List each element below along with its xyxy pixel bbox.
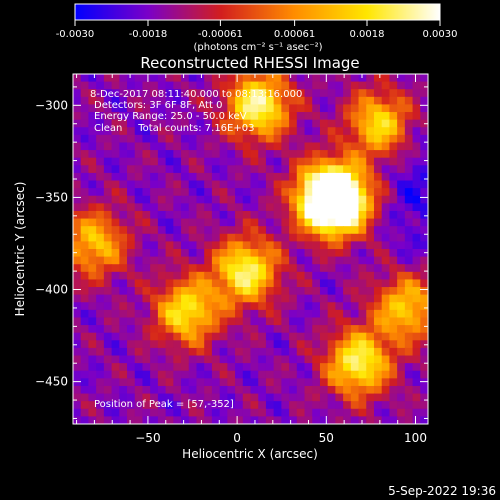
plot-frame bbox=[72, 73, 429, 425]
colorbar-tick-label: -0.0030 bbox=[56, 29, 95, 40]
y-tick-label: −400 bbox=[35, 283, 68, 297]
y-tick-label: −450 bbox=[35, 375, 68, 389]
chart-title: Reconstructed RHESSI Image bbox=[140, 54, 359, 72]
colorbar: -0.0030 -0.0018 -0.00061 0.00061 0.0018 0.003… bbox=[56, 3, 458, 53]
colorbar-tick-label: -0.0018 bbox=[129, 29, 168, 40]
annotation-block: 8-Dec-2017 08:11:40.000 to 08:13:16.000 … bbox=[90, 89, 302, 134]
y-tick-label: −300 bbox=[35, 98, 68, 112]
colorbar-unit: (photons cm⁻² s⁻¹ asec⁻²) bbox=[193, 42, 322, 53]
y-tick-label: −350 bbox=[35, 190, 68, 204]
colorbar-tick-label: 0.0030 bbox=[423, 29, 458, 40]
heatmap-image bbox=[73, 74, 428, 424]
annotation-detectors: Detectors: 3F 6F 8F, Att 0 bbox=[94, 100, 222, 111]
peak-position-label: Position of Peak = [57,-352] bbox=[94, 399, 234, 410]
x-axis: −50 0 50 100 bbox=[76, 74, 427, 445]
x-axis-label: Heliocentric X (arcsec) bbox=[182, 447, 318, 461]
footer-date: 5-Sep-2022 19:36 bbox=[388, 484, 496, 498]
x-tick-label: 100 bbox=[404, 431, 427, 445]
colorbar-fill bbox=[75, 4, 440, 20]
colorbar-tick-label: 0.00061 bbox=[274, 29, 315, 40]
x-tick-label: −50 bbox=[135, 431, 160, 445]
x-tick-label: 50 bbox=[319, 431, 334, 445]
y-axis-label: Heliocentric Y (arcsec) bbox=[13, 182, 27, 317]
annotation-time-range: 8-Dec-2017 08:11:40.000 to 08:13:16.000 bbox=[90, 89, 302, 100]
annotation-energy: Energy Range: 25.0 - 50.0 keV bbox=[94, 111, 247, 122]
colorbar-tick-label: -0.00061 bbox=[198, 29, 243, 40]
annotation-clean: Clean Total counts: 7.16E+03 bbox=[94, 123, 254, 134]
y-axis: −300 −350 −400 −450 bbox=[35, 86, 428, 419]
colorbar-frame bbox=[74, 3, 441, 21]
x-tick-label: 0 bbox=[233, 431, 241, 445]
colorbar-tick-label: 0.0018 bbox=[350, 29, 385, 40]
